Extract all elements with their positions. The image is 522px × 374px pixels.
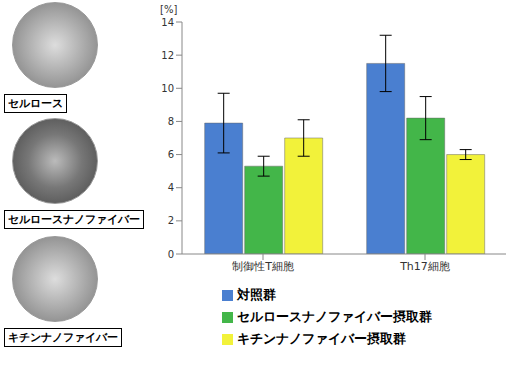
svg-text:14: 14 [161,17,174,28]
html-text:キチンナノファイバー摂取群: キチンナノファイバー摂取群 [237,331,406,346]
svg-text:8: 8 [168,116,174,127]
svg-text:0: 0 [168,249,174,260]
svg-text:2: 2 [168,215,174,226]
html-text:キチンナノファイバー: キチンナノファイバー [8,331,118,344]
svg-text:10: 10 [161,83,174,94]
svg-text:6: 6 [168,149,174,160]
svg-text:Th17細胞: Th17細胞 [399,260,450,273]
html-text:セルロース: セルロース [8,97,63,110]
svg-text:制御性T細胞: 制御性T細胞 [232,260,294,273]
html-text:セルロースナノファイバー: セルロースナノファイバー [8,213,140,226]
html-text:セルロースナノファイバー摂取群: セルロースナノファイバー摂取群 [237,309,432,324]
svg-text:4: 4 [168,182,174,193]
svg-text:12: 12 [161,50,174,61]
html-text:対照群: 対照群 [237,287,276,302]
